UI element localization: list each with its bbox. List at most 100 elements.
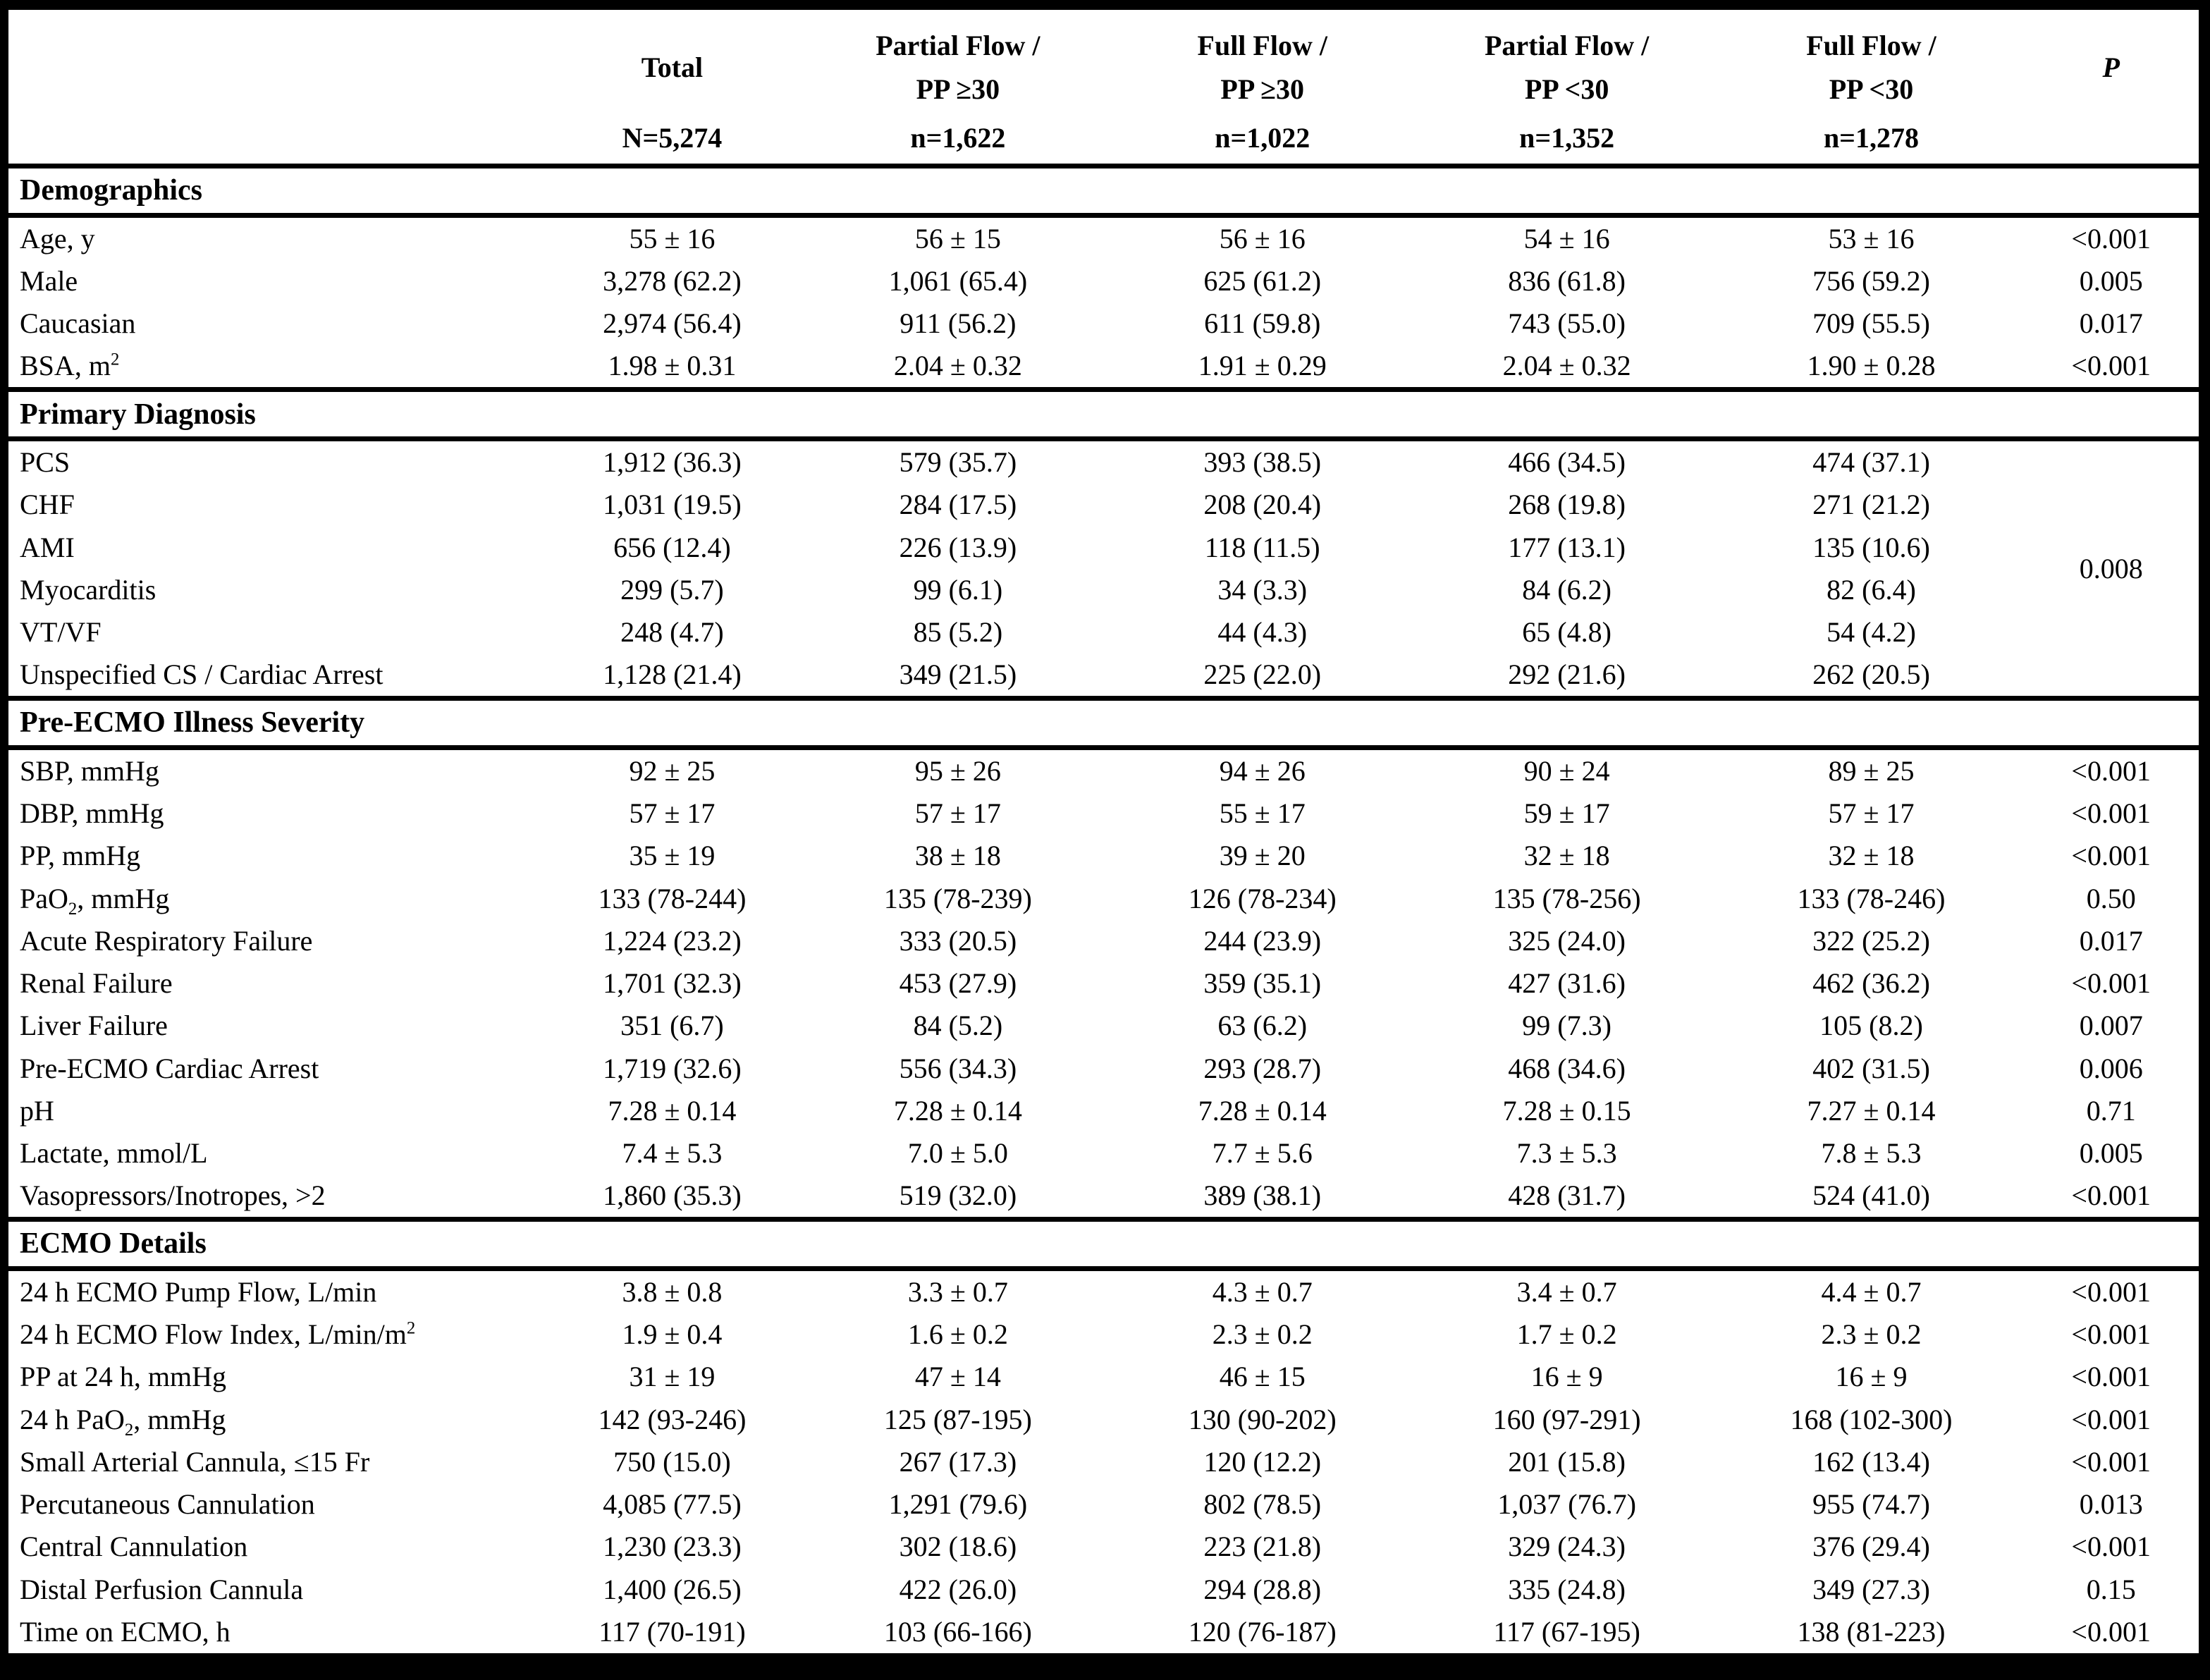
section-title: Primary Diagnosis: [8, 387, 2199, 441]
value-cell: 302 (18.6): [899, 1531, 1017, 1563]
p-value: <0.001: [2071, 1403, 2151, 1435]
value-cell: 135 (10.6): [1812, 531, 1930, 563]
value-cell: 95 ± 26: [914, 755, 1001, 787]
row-label: VT/VF: [8, 611, 539, 654]
value-cell: 2.04 ± 0.32: [893, 350, 1022, 382]
value-cell: 1,224 (23.2): [603, 924, 742, 957]
row-label-subscript: 2: [68, 899, 78, 919]
row-label: Distal Perfusion Cannula: [8, 1568, 539, 1610]
row-label-text: Acute Respiratory Failure: [20, 924, 313, 957]
value-cell: 1,860 (35.3): [603, 1179, 742, 1212]
value-cell: 756 (59.2): [1812, 264, 1930, 297]
value-cell: 709 (55.5): [1812, 307, 1930, 340]
row-label: pH: [8, 1090, 539, 1132]
value-cell: 63 (6.2): [1217, 1010, 1308, 1042]
value-cell: 208 (20.4): [1203, 489, 1322, 521]
row-label: CHF: [8, 484, 539, 526]
value-cell: 393 (38.5): [1203, 446, 1322, 479]
value-cell: 468 (34.6): [1508, 1052, 1626, 1084]
p-value: 0.005: [2079, 264, 2143, 297]
section-row: Pre-ECMO Illness Severity: [8, 696, 2199, 750]
value-cell: 1,061 (65.4): [888, 264, 1028, 297]
value-cell: 90 ± 24: [1523, 755, 1610, 787]
value-cell: 524 (41.0): [1812, 1179, 1930, 1212]
value-cell: 117 (70-191): [598, 1615, 746, 1648]
row-label-text: Percutaneous Cannulation: [20, 1488, 315, 1521]
row-label: Myocarditis: [8, 569, 539, 611]
value-cell: 201 (15.8): [1508, 1445, 1626, 1478]
value-cell: 223 (21.8): [1203, 1531, 1322, 1563]
value-cell: 556 (34.3): [899, 1052, 1017, 1084]
row-label-text: Myocarditis: [20, 573, 156, 606]
value-cell: 329 (24.3): [1508, 1531, 1626, 1563]
value-cell: 55 ± 16: [629, 222, 716, 255]
p-value: <0.001: [2071, 1318, 2151, 1351]
value-cell: 325 (24.0): [1508, 924, 1626, 957]
value-cell: 226 (13.9): [899, 531, 1017, 563]
table-row: 24 h PaO2, mmHg 142 (93-246) 125 (87-195) 1…: [8, 1399, 2199, 1441]
table-row: PaO2, mmHg 133 (78-244) 135 (78-239) 126 (7…: [8, 878, 2199, 920]
table-body: Demographics Age, y 55 ± 16 56 ± 15 56 ± 16 5…: [8, 164, 2199, 1654]
value-cell: 462 (36.2): [1812, 967, 1930, 1000]
table-row: Liver Failure 351 (6.7) 84 (5.2) 63 (6.2) 99…: [8, 1005, 2199, 1047]
value-cell: 322 (25.2): [1812, 924, 1930, 957]
value-cell: 54 ± 16: [1523, 222, 1610, 255]
value-cell: 94 ± 26: [1219, 755, 1306, 787]
header-empty: [8, 10, 539, 168]
row-label-text: Renal Failure: [20, 967, 173, 1000]
value-cell: 85 (5.2): [913, 616, 1003, 648]
value-cell: 376 (29.4): [1812, 1531, 1930, 1563]
value-cell: 1.98 ± 0.31: [608, 350, 737, 382]
row-label-text: Age, y: [20, 222, 95, 255]
table-row: PCS 1,912 (36.3) 579 (35.7) 393 (38.5) 466 (…: [8, 439, 2199, 584]
value-cell: 349 (21.5): [899, 658, 1017, 691]
value-cell: 160 (97-291): [1492, 1403, 1641, 1435]
p-value: <0.001: [2071, 1361, 2151, 1393]
row-label: Unspecified CS / Cardiac Arrest: [8, 654, 539, 699]
p-value: <0.001: [2071, 1445, 2151, 1478]
section-row: Primary Diagnosis: [8, 387, 2199, 441]
table-row: Male 3,278 (62.2) 1,061 (65.4) 625 (61.2) 83…: [8, 260, 2199, 302]
value-cell: 1,128 (21.4): [603, 658, 742, 691]
table-row: Percutaneous Cannulation 4,085 (77.5) 1,29…: [8, 1483, 2199, 1526]
value-cell: 1,701 (32.3): [603, 967, 742, 1000]
table-row: Caucasian 2,974 (56.4) 911 (56.2) 611 (59.8…: [8, 302, 2199, 345]
value-cell: 267 (17.3): [899, 1445, 1017, 1478]
p-value: 0.50: [2086, 882, 2136, 914]
value-cell: 35 ± 19: [629, 840, 716, 872]
value-cell: 427 (31.6): [1508, 967, 1626, 1000]
value-cell: 142 (93-246): [598, 1403, 747, 1435]
p-value: <0.001: [2071, 1531, 2151, 1563]
table-row: PP at 24 h, mmHg 31 ± 19 47 ± 14 46 ± 15 16 …: [8, 1356, 2199, 1398]
row-label-text: DBP, mmHg: [20, 797, 164, 830]
value-cell: 7.4 ± 5.3: [622, 1136, 723, 1169]
table-row: SBP, mmHg 92 ± 25 95 ± 26 94 ± 26 90 ± 24 89 …: [8, 747, 2199, 792]
value-cell: 955 (74.7): [1812, 1488, 1930, 1521]
row-label-text: CHF: [20, 489, 75, 521]
value-cell: 38 ± 18: [914, 840, 1001, 872]
value-cell: 32 ± 18: [1523, 840, 1610, 872]
value-cell: 133 (78-246): [1797, 882, 1946, 914]
row-label-text: , mmHg: [77, 882, 170, 914]
value-cell: 1,031 (19.5): [603, 489, 742, 521]
row-label-text: , mmHg: [133, 1403, 226, 1435]
p-value: <0.001: [2071, 840, 2151, 872]
value-cell: 292 (21.6): [1508, 658, 1626, 691]
value-cell: 802 (78.5): [1203, 1488, 1322, 1521]
value-cell: 135 (78-256): [1492, 882, 1641, 914]
value-cell: 39 ± 20: [1219, 840, 1306, 872]
value-cell: 138 (81-223): [1797, 1615, 1946, 1648]
table-row: BSA, m2 1.98 ± 0.31 2.04 ± 0.32 1.91 ± 0.29…: [8, 345, 2199, 390]
value-cell: 168 (102-300): [1790, 1403, 1953, 1435]
p-value-merged: 0.008: [2079, 552, 2143, 584]
value-cell: 7.3 ± 5.3: [1516, 1136, 1617, 1169]
value-cell: 177 (13.1): [1508, 531, 1626, 563]
value-cell: 453 (27.9): [899, 967, 1017, 1000]
p-value: <0.001: [2071, 797, 2151, 830]
row-label: Age, y: [8, 215, 539, 260]
value-cell: 31 ± 19: [629, 1361, 716, 1393]
value-cell: 1.7 ± 0.2: [1516, 1318, 1617, 1351]
value-cell: 225 (22.0): [1203, 658, 1322, 691]
row-label-text: 24 h ECMO Flow Index, L/min/m: [20, 1318, 407, 1351]
row-label-text: PP at 24 h, mmHg: [20, 1361, 226, 1393]
